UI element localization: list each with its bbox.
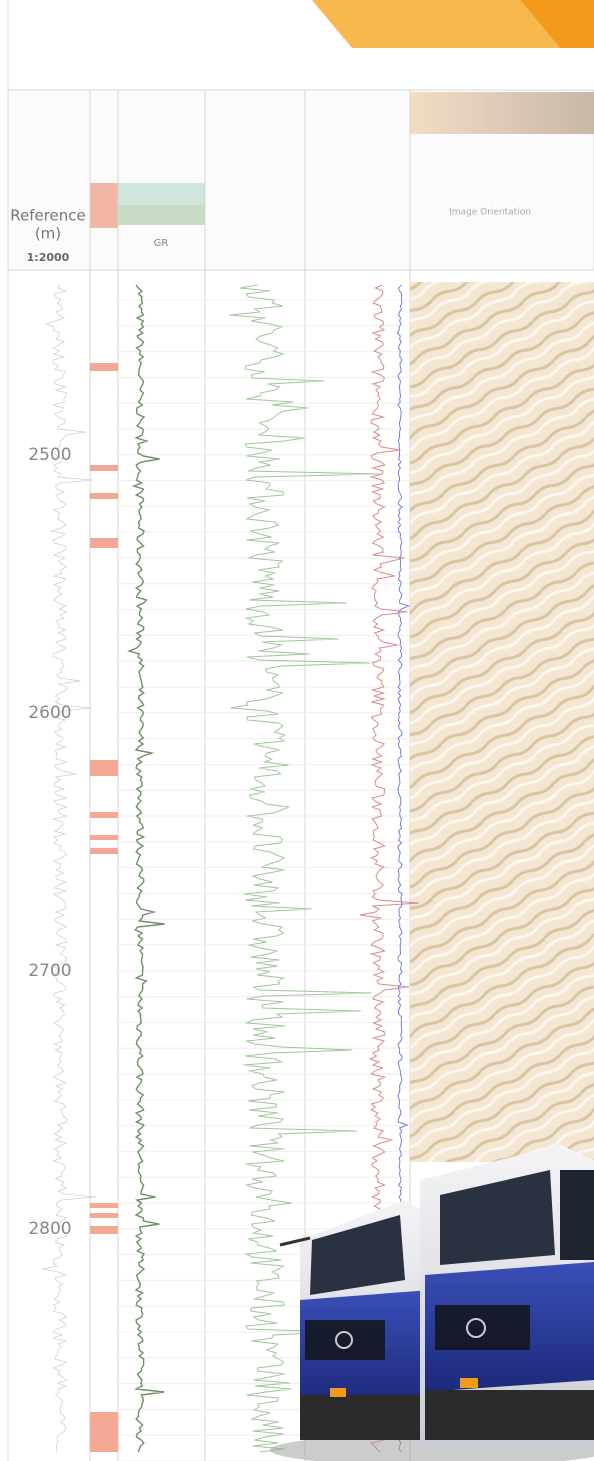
- depth-label: 2800: [28, 1219, 71, 1239]
- lithology-bar: [90, 363, 118, 371]
- trucks-photo: [270, 1145, 594, 1461]
- lithology-bar: [90, 1412, 118, 1452]
- image-track: [410, 282, 594, 1162]
- track-label: GR: [154, 238, 169, 249]
- image-header: [410, 92, 594, 134]
- log-curve: [129, 285, 165, 1452]
- lithology-bar: [90, 760, 118, 776]
- depth-label: 2700: [28, 961, 71, 981]
- gr-header: [118, 183, 205, 205]
- decor-shape: [312, 0, 560, 48]
- track-label: Image Orientation: [449, 208, 531, 218]
- lithology-bar: [90, 1213, 118, 1218]
- depth-label: 2500: [28, 445, 71, 465]
- lithology-bar: [90, 835, 118, 840]
- well-log-graphic: Reference (m) 1:2000 GR Image Orientatio…: [0, 0, 594, 1461]
- reference-label: Reference: [10, 207, 86, 225]
- lithology-bar: [90, 848, 118, 854]
- unit-label: (m): [35, 225, 61, 243]
- lithology-bar: [90, 465, 118, 471]
- litho-header: [90, 183, 118, 228]
- scale-label: 1:2000: [27, 251, 70, 264]
- depth-label: 2600: [28, 703, 71, 723]
- lithology-bar: [90, 493, 118, 499]
- lithology: [90, 363, 118, 1452]
- lithology-bar: [90, 1203, 118, 1208]
- lithology-bar: [90, 1226, 118, 1234]
- gr-header: [118, 205, 205, 225]
- lithology-bar: [90, 538, 118, 548]
- lithology-bar: [90, 812, 118, 818]
